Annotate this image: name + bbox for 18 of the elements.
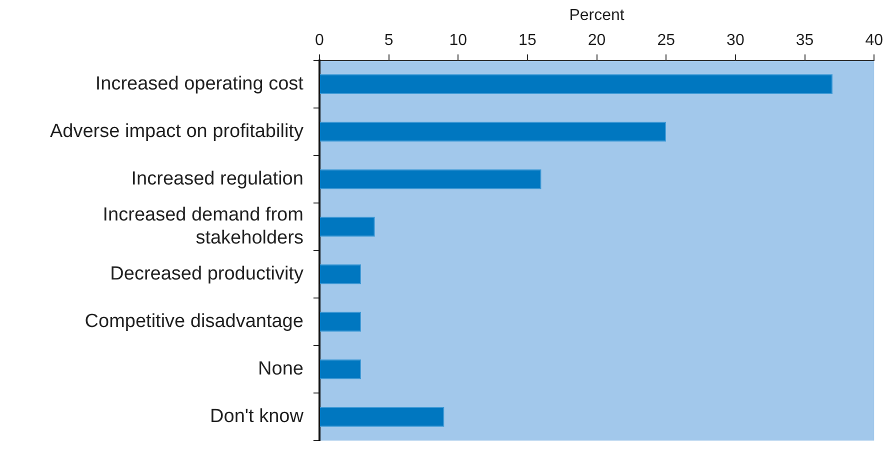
y-tick-label: Decreased productivity bbox=[110, 263, 304, 284]
x-tick-label: 0 bbox=[314, 32, 324, 50]
x-tick-label: 5 bbox=[384, 32, 394, 50]
x-tick-label: 10 bbox=[449, 32, 468, 50]
y-tick-label: Increased regulation bbox=[131, 168, 304, 190]
x-tick-label: 25 bbox=[657, 32, 676, 50]
x-tick-label: 40 bbox=[865, 32, 884, 50]
x-tick-label: 15 bbox=[518, 32, 536, 50]
x-tick-label: 20 bbox=[588, 32, 606, 50]
x-tick-label: 35 bbox=[796, 32, 814, 50]
y-tick-label: Don't know bbox=[210, 406, 304, 428]
x-axis-title: Percent bbox=[569, 7, 625, 24]
y-tick-label: Adverse impact on profitability bbox=[50, 120, 304, 142]
y-tick-label: Increased operating cost bbox=[95, 73, 304, 94]
y-tick-label: Competitive disadvantage bbox=[84, 311, 304, 332]
x-tick-label: 30 bbox=[726, 32, 744, 50]
y-tick-label: Increased demand from stakeholders bbox=[102, 204, 304, 248]
y-tick-label: None bbox=[258, 358, 304, 380]
